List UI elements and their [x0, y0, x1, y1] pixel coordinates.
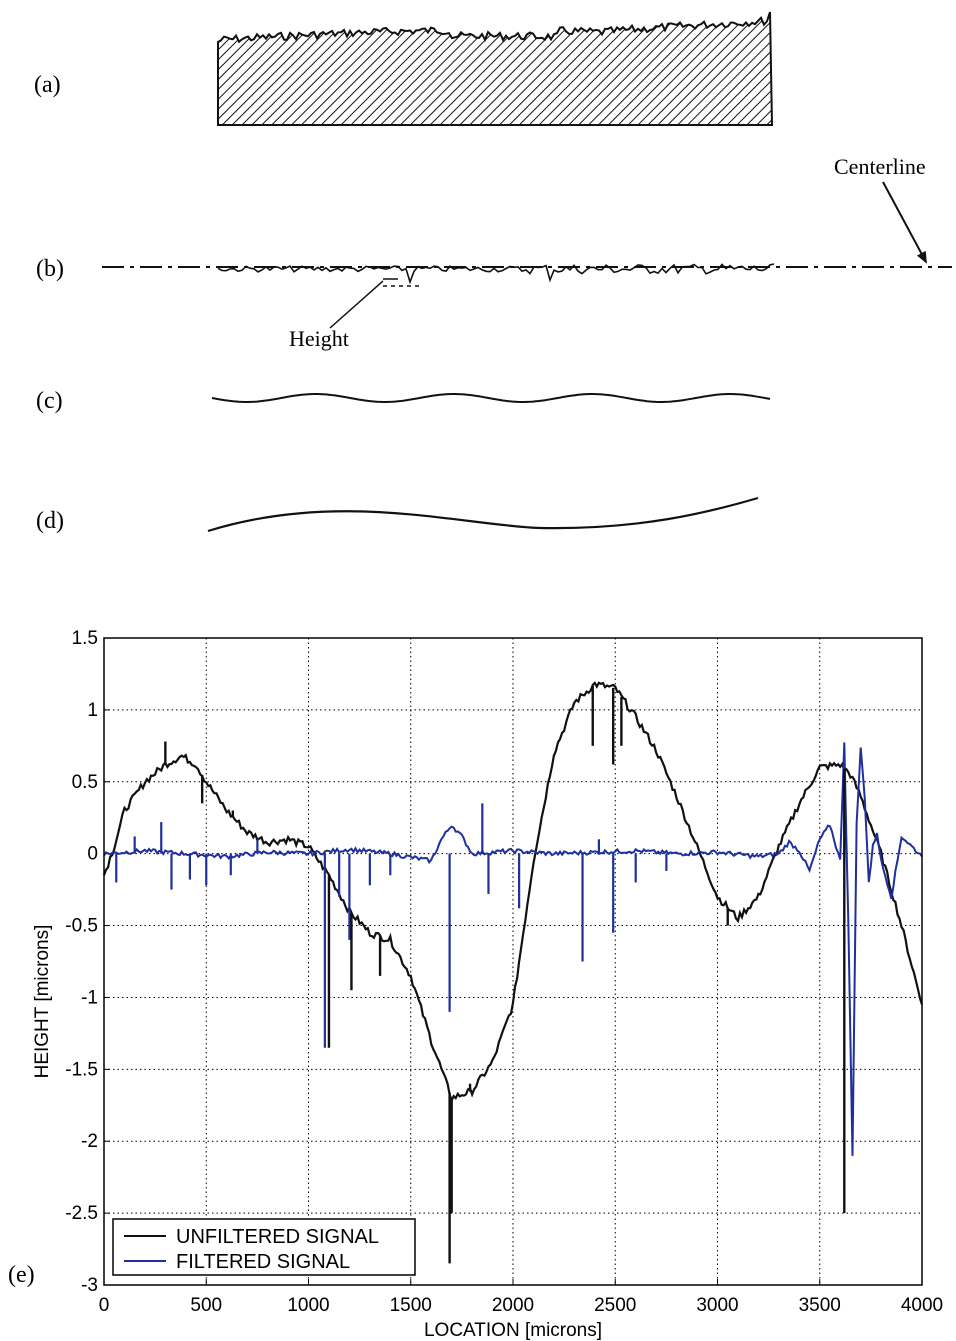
- x-tick-label: 4000: [901, 1295, 943, 1316]
- panel-label-d: (d): [36, 508, 64, 534]
- waviness-curve: [211, 393, 771, 403]
- y-tick-label: -1.5: [65, 1059, 98, 1080]
- x-tick-label: 0: [99, 1295, 110, 1316]
- y-tick-label: 1.5: [72, 628, 98, 649]
- panel-label-a: (a): [34, 72, 61, 98]
- y-tick-label: -2.5: [65, 1203, 98, 1224]
- height-chart: 0 500 1000 1500 2000 2500 3000 3500 4000 -3 -2.5 -2…: [32, 628, 943, 1341]
- x-tick-label: 2000: [492, 1295, 534, 1316]
- panel-label-e: (e): [8, 1262, 35, 1288]
- x-tick-label: 2500: [594, 1295, 636, 1316]
- y-tick-label: 0: [87, 844, 98, 865]
- legend-box: [112, 1218, 416, 1276]
- form-curve: [207, 496, 759, 533]
- filtered-signal-line: [103, 742, 923, 1156]
- legend: UNFILTERED SIGNAL FILTERED SIGNAL: [112, 1218, 416, 1276]
- x-tick-label: 500: [190, 1295, 222, 1316]
- legend-label: UNFILTERED SIGNAL: [176, 1226, 379, 1248]
- panel-label-b: (b): [36, 256, 64, 282]
- x-axis-title: LOCATION [microns]: [424, 1320, 602, 1341]
- y-tick-label: 0.5: [72, 772, 98, 793]
- legend-label: FILTERED SIGNAL: [176, 1251, 350, 1273]
- y-tick-label: 1: [87, 700, 98, 721]
- x-tick-label: 3000: [696, 1295, 738, 1316]
- x-tick-label: 1500: [390, 1295, 432, 1316]
- y-axis-title: HEIGHT [microns]: [32, 925, 53, 1079]
- panel-label-c: (c): [36, 388, 63, 414]
- height-leader: [329, 280, 384, 329]
- x-tick-label: 1000: [287, 1295, 329, 1316]
- roughness-trace: [217, 263, 775, 285]
- centerline-label: Centerline: [834, 154, 926, 179]
- unfiltered-signal-line: [102, 681, 924, 1104]
- y-tick-label: -1: [81, 987, 98, 1008]
- plot-frame: [103, 637, 923, 1286]
- hatched-profile: [217, 11, 774, 126]
- centerline-arrow: [882, 181, 927, 264]
- y-tick-label: -0.5: [65, 916, 98, 937]
- x-tick-label: 3500: [799, 1295, 841, 1316]
- y-tick-label: -3: [81, 1275, 98, 1296]
- y-tick-label: -2: [81, 1131, 98, 1152]
- height-label: Height: [289, 326, 349, 351]
